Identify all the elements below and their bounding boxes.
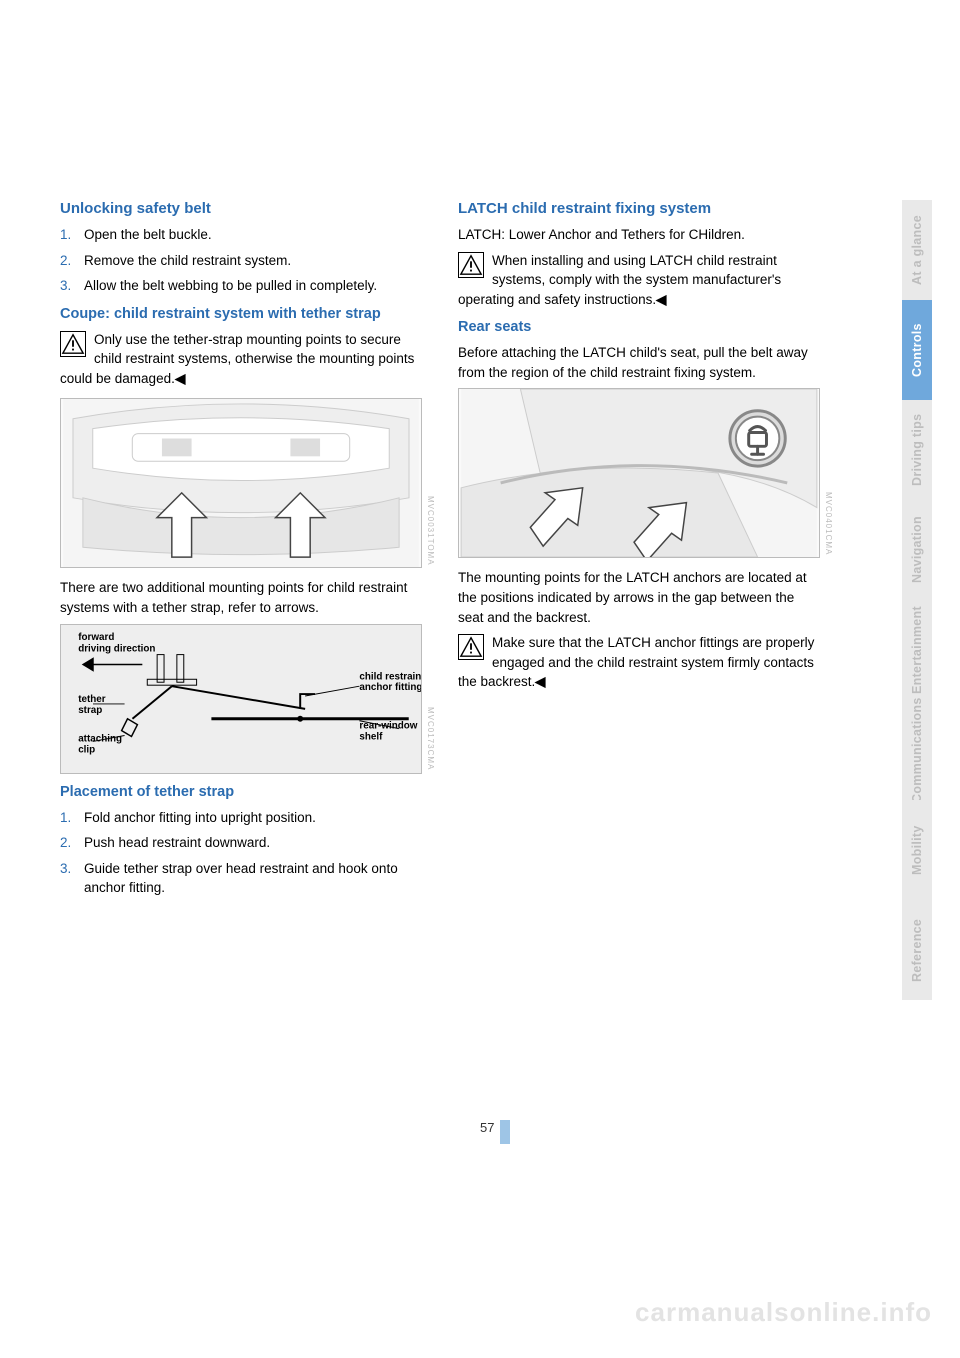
svg-text:shelf: shelf [359,731,383,742]
tab-at-a-glance[interactable]: At a glance [902,200,932,300]
right-column: LATCH child restraint fixing system LATC… [458,200,820,908]
tab-communications[interactable]: Communications [902,700,932,800]
warning-coupe: Only use the tether-strap mounting point… [60,330,422,389]
page-content: Unlocking safety belt 1.Open the belt bu… [60,200,820,908]
body-text: The mounting points for the LATCH anchor… [458,568,820,627]
heading-placement-tether: Placement of tether strap [60,784,422,800]
section-tabs: At a glance Controls Driving tips Naviga… [902,200,932,1000]
svg-text:strap: strap [78,704,102,715]
warning-text: When installing and using LATCH child re… [458,253,781,307]
tab-controls[interactable]: Controls [902,300,932,400]
heading-unlocking-safety-belt: Unlocking safety belt [60,200,422,217]
heading-coupe-tether: Coupe: child restraint system with tethe… [60,306,422,322]
figure-svg [459,389,819,557]
svg-text:driving direction: driving direction [78,643,155,654]
watermark: carmanualsonline.info [635,1297,932,1328]
heading-latch-system: LATCH child restraint fixing system [458,200,820,217]
tab-navigation[interactable]: Navigation [902,500,932,600]
warning-text: Make sure that the LATCH anchor fittings… [458,635,814,689]
list-item: 3.Allow the belt webbing to be pulled in… [60,276,422,296]
figure-svg [61,399,421,567]
unlock-steps-list: 1.Open the belt buckle. 2.Remove the chi… [60,225,422,296]
step-text: Allow the belt webbing to be pulled in c… [84,278,377,293]
heading-rear-seats: Rear seats [458,319,820,335]
page-number-bar [500,1120,510,1144]
left-column: Unlocking safety belt 1.Open the belt bu… [60,200,422,908]
step-text: Guide tether strap over head restraint a… [84,861,398,896]
warning-icon [60,331,86,357]
svg-text:clip: clip [78,744,95,755]
step-text: Fold anchor fitting into upright positio… [84,810,316,825]
body-text: LATCH: Lower Anchor and Tethers for CHil… [458,225,820,245]
list-item: 1.Open the belt buckle. [60,225,422,245]
placement-steps-list: 1.Fold anchor fitting into upright posit… [60,808,422,898]
svg-text:child restraint: child restraint [359,671,421,682]
tab-mobility[interactable]: Mobility [902,800,932,900]
end-mark-icon: ▶ [535,672,545,692]
warning-text: Only use the tether-strap mounting point… [60,332,414,386]
step-text: Remove the child restraint system. [84,253,291,268]
list-item: 2.Remove the child restraint system. [60,251,422,271]
figure-rear-shelf-arrows: MVC0031TOMA [60,398,422,568]
end-mark-icon: ▶ [175,369,185,389]
figure-code: MVC0173CMA [426,707,435,770]
page-number: 57 [480,1120,494,1135]
tab-driving-tips[interactable]: Driving tips [902,400,932,500]
figure-tether-diagram: forward driving direction [60,624,422,774]
step-text: Open the belt buckle. [84,227,212,242]
svg-text:forward: forward [78,631,114,642]
warning-latch-engage: Make sure that the LATCH anchor fittings… [458,633,820,692]
svg-text:tether: tether [78,693,106,704]
figure-code: MVC0401CMA [824,492,833,555]
svg-text:rear-window: rear-window [359,720,417,731]
page-number-wrap: 57 [480,1120,510,1144]
figure-svg: forward driving direction [61,625,421,773]
list-item: 1.Fold anchor fitting into upright posit… [60,808,422,828]
svg-text:attaching: attaching [78,733,122,744]
warning-icon [458,634,484,660]
step-text: Push head restraint downward. [84,835,270,850]
end-mark-icon: ▶ [656,290,666,310]
tab-entertainment[interactable]: Entertainment [902,600,932,700]
warning-latch: When installing and using LATCH child re… [458,251,820,310]
tab-reference[interactable]: Reference [902,900,932,1000]
body-text: Before attaching the LATCH child's seat,… [458,343,820,382]
figure-code: MVC0031TOMA [426,496,435,566]
body-text: There are two additional mounting points… [60,578,422,617]
figure-rear-seat-latch: MVC0401CMA [458,388,820,558]
list-item: 3.Guide tether strap over head restraint… [60,859,422,898]
svg-text:anchor fitting: anchor fitting [359,682,421,693]
list-item: 2.Push head restraint downward. [60,833,422,853]
warning-icon [458,252,484,278]
